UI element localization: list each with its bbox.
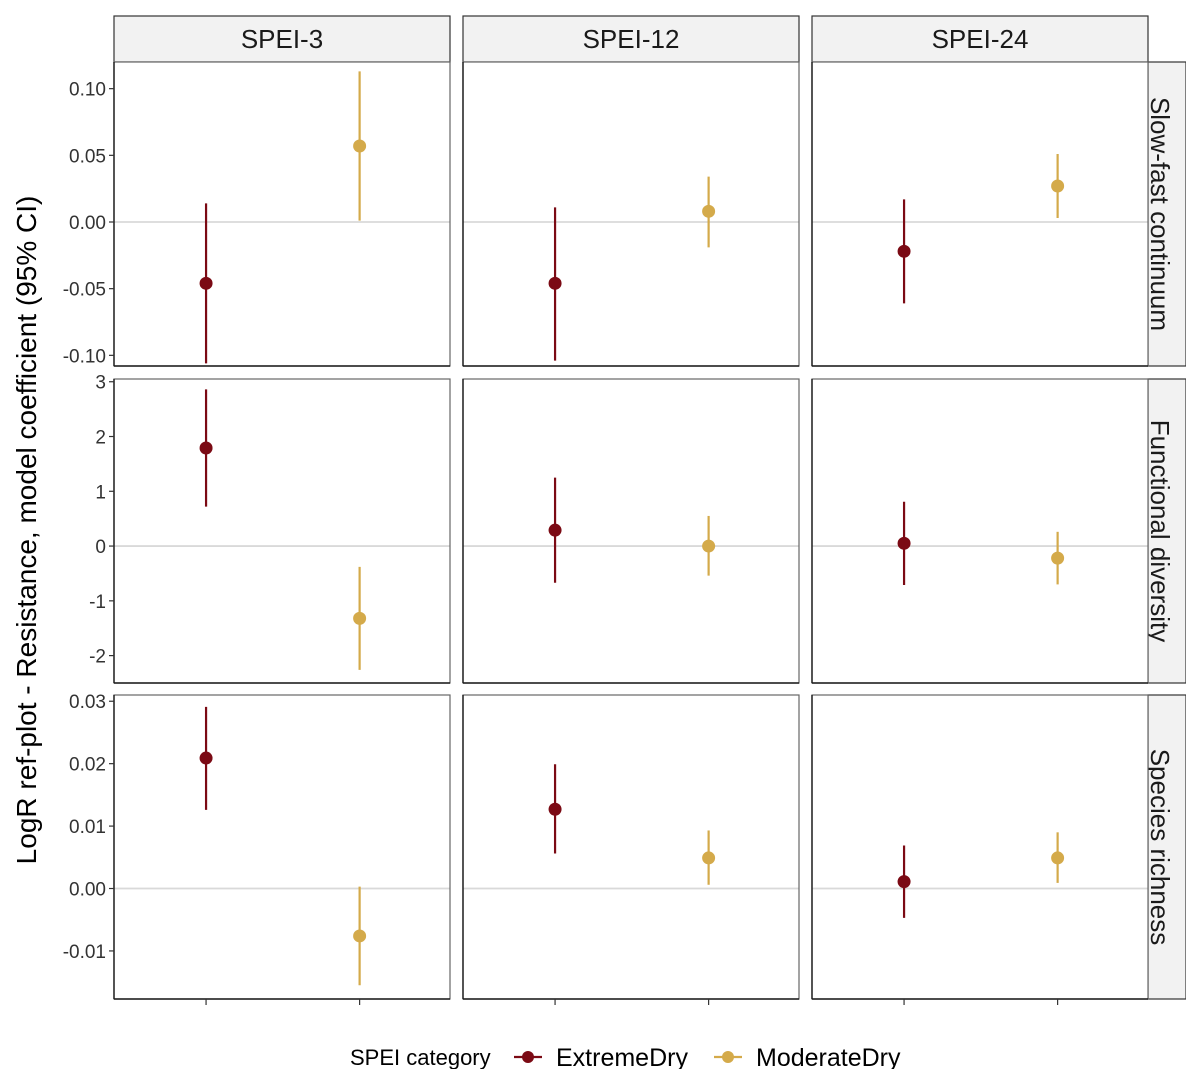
estimate-point-extremedry — [548, 523, 562, 537]
legend-key-point-extremedry — [522, 1051, 534, 1063]
y-tick-label-functional-diversity-0: 3 — [95, 373, 106, 394]
panel-background — [463, 379, 799, 683]
estimate-point-moderatedry — [353, 139, 367, 153]
strip-label-slow-fast-continuum: Slow-fast continuum — [1145, 97, 1175, 331]
panel-background — [463, 62, 799, 366]
estimate-point-moderatedry — [702, 851, 716, 865]
panel-background — [812, 62, 1148, 366]
y-tick-label-functional-diversity-1: 2 — [95, 428, 106, 449]
estimate-point-extremedry — [897, 244, 911, 258]
strip-slow-fast-continuum — [1147, 61, 1186, 367]
y-tick-label-species-richness-4: -0.01 — [63, 942, 106, 963]
y-tick-label-species-richness-2: 0.01 — [69, 817, 106, 838]
y-tick-label-species-richness-0: 0.03 — [69, 692, 106, 713]
panel-functional-diversity-spei-3 — [113, 378, 451, 684]
estimate-point-moderatedry — [702, 204, 716, 218]
panel-background — [812, 695, 1148, 999]
y-tick-label-species-richness-3: 0.00 — [69, 880, 106, 901]
y-tick-label-functional-diversity-2: 1 — [95, 482, 106, 503]
strip-spei-3 — [113, 15, 451, 63]
y-tick-label-functional-diversity-5: -2 — [89, 647, 106, 668]
panel-functional-diversity-spei-12 — [462, 378, 800, 684]
legend-title: SPEI category — [350, 1045, 491, 1069]
strip-spei-12 — [462, 15, 800, 63]
y-tick-label-slow-fast-continuum-1: 0.05 — [69, 146, 106, 167]
estimate-point-extremedry — [897, 875, 911, 889]
legend-label-extremedry: ExtremeDry — [556, 1044, 688, 1069]
estimate-point-moderatedry — [353, 929, 367, 943]
estimate-point-moderatedry — [1051, 851, 1065, 865]
panel-slow-fast-continuum-spei-12 — [462, 61, 800, 367]
y-tick-label-slow-fast-continuum-0: 0.10 — [69, 80, 106, 101]
legend-key-point-moderatedry — [722, 1051, 734, 1063]
panel-species-richness-spei-12 — [462, 694, 800, 1000]
y-tick-label-slow-fast-continuum-2: 0.00 — [69, 213, 106, 234]
y-tick-label-slow-fast-continuum-3: -0.05 — [63, 280, 106, 301]
y-tick-label-slow-fast-continuum-4: -0.10 — [63, 346, 106, 367]
y-axis-title: LogR ref-plot - Resistance, model coeffi… — [11, 196, 42, 865]
legend-label-moderatedry: ModerateDry — [756, 1044, 901, 1069]
panel-background — [463, 695, 799, 999]
estimate-point-extremedry — [897, 536, 911, 550]
estimate-point-moderatedry — [353, 611, 367, 625]
panel-background — [812, 379, 1148, 683]
row-strips: Slow-fast continuum Functional diversity S… — [1145, 61, 1186, 1000]
strip-label-spei-24: SPEI-24 — [932, 24, 1029, 54]
estimate-point-extremedry — [199, 441, 213, 455]
estimate-point-extremedry — [548, 802, 562, 816]
strip-label-spei-12: SPEI-12 — [583, 24, 680, 54]
y-tick-label-functional-diversity-4: -1 — [89, 592, 106, 613]
panel-background — [114, 62, 450, 366]
panel-background — [114, 695, 450, 999]
panel-slow-fast-continuum-spei-3 — [113, 61, 451, 367]
column-strips: SPEI-3 SPEI-12 SPEI-24 — [113, 15, 1149, 63]
y-tick-label-functional-diversity-3: 0 — [95, 537, 106, 558]
facet-panels — [113, 61, 1149, 1000]
estimate-point-extremedry — [199, 276, 213, 290]
strip-species-richness — [1147, 694, 1186, 1000]
panel-species-richness-spei-24 — [811, 694, 1149, 1000]
strip-label-functional-diversity: Functional diversity — [1145, 420, 1175, 643]
strip-label-spei-3: SPEI-3 — [241, 24, 323, 54]
strip-spei-24 — [811, 15, 1149, 63]
estimate-point-extremedry — [199, 751, 213, 765]
panel-species-richness-spei-3 — [113, 694, 451, 1000]
strip-label-species-richness: Species richness — [1145, 749, 1175, 946]
y-axes: 0.10 0.05 0.00 -0.05 -0.10 3 2 1 0 -1 -2 0.03 0.02 0.… — [63, 80, 114, 963]
estimate-point-extremedry — [548, 276, 562, 290]
estimate-point-moderatedry — [702, 539, 716, 553]
panel-functional-diversity-spei-24 — [811, 378, 1149, 684]
estimate-point-moderatedry — [1051, 179, 1065, 193]
y-tick-label-species-richness-1: 0.02 — [69, 755, 106, 776]
panel-slow-fast-continuum-spei-24 — [811, 61, 1149, 367]
estimate-point-moderatedry — [1051, 551, 1065, 565]
x-axis — [205, 999, 1059, 1005]
panel-background — [114, 379, 450, 683]
legend: SPEI category ExtremeDry ModerateDry — [350, 1044, 901, 1069]
